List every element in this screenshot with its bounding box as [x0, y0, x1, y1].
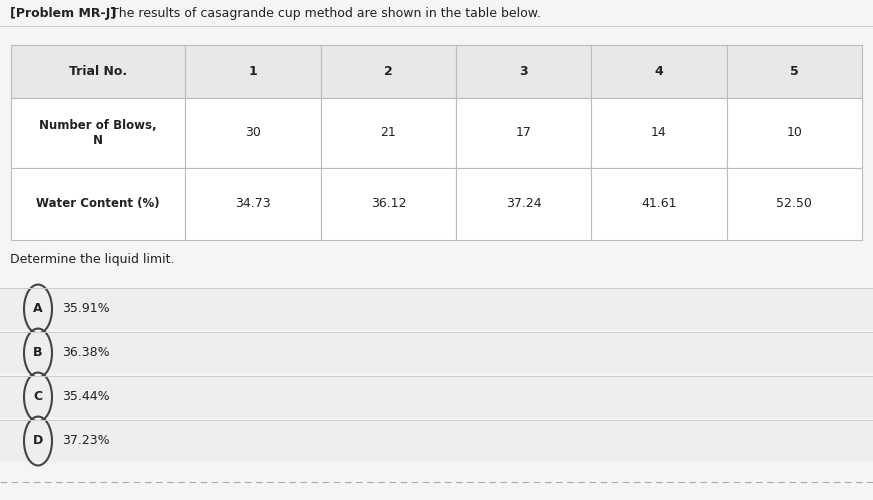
Bar [185, 45, 320, 98]
Bar [0, 376, 873, 418]
Text: [Problem MR-J]: [Problem MR-J] [10, 8, 116, 20]
Text: Trial No.: Trial No. [69, 65, 127, 78]
Bar [726, 168, 862, 240]
Text: B: B [33, 346, 43, 360]
Text: The results of casagrande cup method are shown in the table below.: The results of casagrande cup method are… [107, 8, 541, 20]
Bar [11, 45, 185, 98]
Text: 37.23%: 37.23% [62, 434, 110, 448]
Text: 36.38%: 36.38% [62, 346, 110, 360]
Bar [456, 98, 591, 168]
Text: Determine the liquid limit.: Determine the liquid limit. [10, 254, 175, 266]
Text: Number of Blows,
N: Number of Blows, N [39, 118, 157, 147]
Text: 10: 10 [787, 126, 802, 139]
Text: Water Content (%): Water Content (%) [37, 198, 160, 210]
Text: 30: 30 [245, 126, 261, 139]
Bar [591, 45, 726, 98]
Text: C: C [33, 390, 43, 404]
Text: 35.44%: 35.44% [62, 390, 110, 404]
Bar [726, 45, 862, 98]
Bar [320, 45, 456, 98]
Bar [11, 168, 185, 240]
Bar [591, 168, 726, 240]
Bar [726, 98, 862, 168]
Bar [0, 288, 873, 330]
Text: 52.50: 52.50 [776, 198, 812, 210]
Bar [456, 168, 591, 240]
Text: 14: 14 [651, 126, 667, 139]
Bar [185, 168, 320, 240]
Text: 36.12: 36.12 [371, 198, 406, 210]
Text: 1: 1 [249, 65, 258, 78]
Text: 41.61: 41.61 [642, 198, 677, 210]
Text: 21: 21 [381, 126, 396, 139]
Text: 4: 4 [655, 65, 663, 78]
Bar [591, 98, 726, 168]
Text: 37.24: 37.24 [506, 198, 541, 210]
Text: 5: 5 [790, 65, 799, 78]
Bar [320, 168, 456, 240]
Bar [0, 420, 873, 462]
Text: 34.73: 34.73 [236, 198, 271, 210]
Bar [0, 332, 873, 374]
Text: 2: 2 [384, 65, 393, 78]
Bar [11, 98, 185, 168]
Bar [456, 45, 591, 98]
Bar [185, 98, 320, 168]
Text: A: A [33, 302, 43, 316]
Text: D: D [33, 434, 43, 448]
Text: 35.91%: 35.91% [62, 302, 110, 316]
Text: 17: 17 [516, 126, 532, 139]
Text: 3: 3 [519, 65, 528, 78]
Bar [320, 98, 456, 168]
